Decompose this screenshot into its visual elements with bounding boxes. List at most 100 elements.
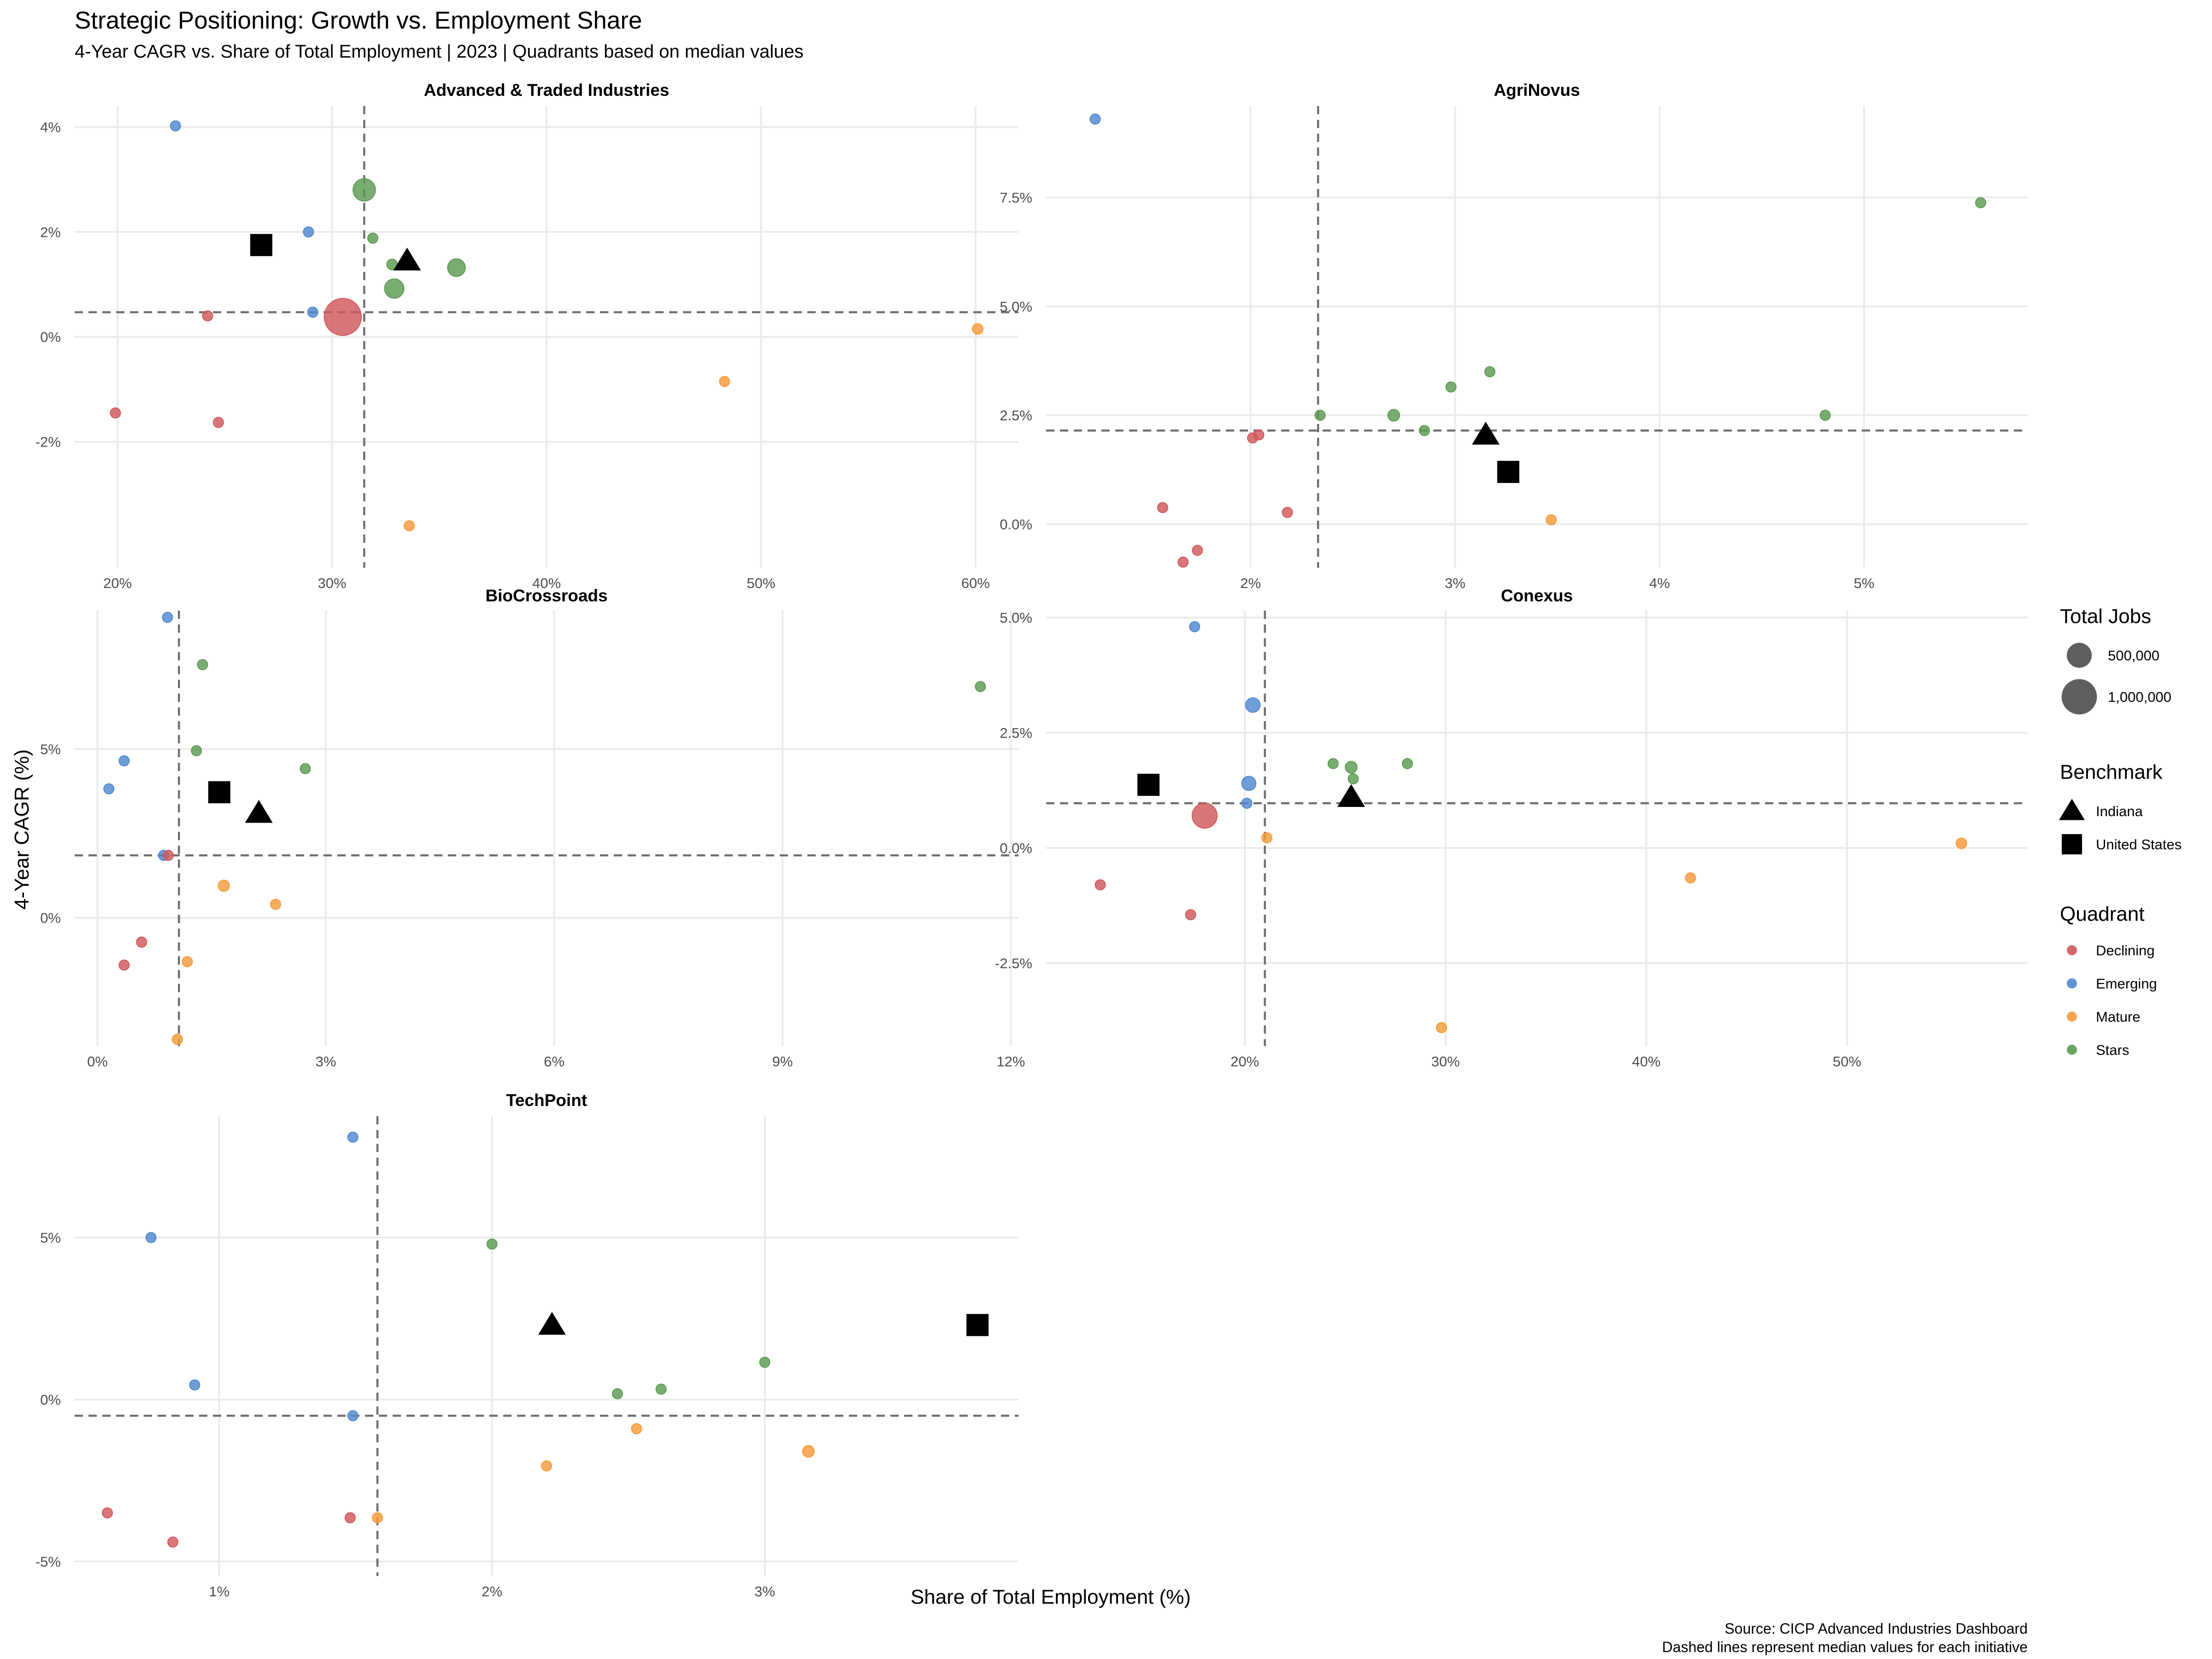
data-point-stars bbox=[486, 1238, 498, 1250]
chart-subtitle: 4-Year CAGR vs. Share of Total Employmen… bbox=[75, 41, 804, 62]
data-point-stars bbox=[191, 745, 202, 757]
data-point-mature bbox=[631, 1423, 642, 1435]
panel-4: Conexus 20% 30% 40% 50% -2.5% 0.0% 2.5% 5.0% bbox=[995, 586, 2028, 1070]
data-point-stars bbox=[1402, 758, 1413, 769]
data-point-mature bbox=[1261, 832, 1273, 843]
data-point-mature bbox=[171, 1034, 183, 1045]
data-point-declining bbox=[344, 1512, 356, 1524]
data-point-declining bbox=[1192, 545, 1203, 556]
data-point-declining bbox=[1253, 429, 1265, 441]
panel-title: Conexus bbox=[1501, 586, 1573, 605]
data-point-emerging bbox=[103, 783, 115, 794]
legend-square-icon bbox=[2062, 834, 2082, 854]
data-point-stars bbox=[1484, 366, 1495, 377]
x-tick-label: 6% bbox=[544, 1053, 565, 1070]
y-tick-label: 5.0% bbox=[1000, 610, 1032, 626]
data-point-declining bbox=[167, 1536, 179, 1548]
data-point-emerging bbox=[170, 120, 181, 132]
data-point-mature bbox=[404, 520, 415, 531]
legend-size-label: 1,000,000 bbox=[2108, 689, 2171, 705]
data-point-stars bbox=[353, 178, 376, 202]
data-point-emerging bbox=[1189, 621, 1200, 632]
data-point-emerging bbox=[303, 226, 314, 238]
panel-1: Advanced & Traded Industries 20% 30% 40% 50%… bbox=[35, 81, 1018, 591]
x-tick-label: 12% bbox=[996, 1053, 1025, 1070]
legend-quadrant-label: Stars bbox=[2096, 1042, 2129, 1058]
legend-size-label: 500,000 bbox=[2108, 647, 2159, 664]
x-tick-label: 20% bbox=[103, 575, 132, 591]
x-tick-label: 2% bbox=[482, 1583, 502, 1600]
x-tick-label: 2% bbox=[1240, 575, 1261, 591]
data-point-emerging bbox=[307, 306, 318, 318]
panel-5: TechPoint 1% 2% 3% -5% 0% 5% bbox=[35, 1091, 1018, 1600]
legend-benchmark-label: United States bbox=[2096, 836, 2182, 853]
data-point-emerging bbox=[347, 1410, 359, 1422]
data-point-stars bbox=[1445, 381, 1457, 393]
data-point-emerging bbox=[118, 755, 130, 766]
x-tick-label: 3% bbox=[754, 1583, 775, 1600]
benchmark-united-states bbox=[250, 234, 272, 256]
data-point-mature bbox=[1685, 872, 1696, 883]
x-tick-label: 3% bbox=[1445, 575, 1465, 591]
data-point-stars bbox=[1387, 409, 1400, 422]
data-point-stars bbox=[1327, 758, 1339, 769]
benchmark-indiana bbox=[393, 247, 421, 271]
data-point-declining bbox=[202, 310, 213, 322]
data-point-declining bbox=[118, 959, 130, 971]
benchmark-united-states bbox=[1137, 774, 1160, 796]
legend-benchmark-label: Indiana bbox=[2096, 803, 2143, 819]
data-point-stars bbox=[447, 258, 466, 277]
data-point-stars bbox=[1418, 425, 1430, 436]
legend-quadrant-dot bbox=[2067, 1012, 2077, 1022]
data-point-declining bbox=[1157, 502, 1168, 513]
data-point-stars bbox=[1975, 197, 1986, 208]
y-tick-label: 0% bbox=[40, 1392, 61, 1408]
benchmark-united-states bbox=[1497, 461, 1519, 483]
x-tick-label: 3% bbox=[316, 1053, 336, 1070]
data-point-declining bbox=[1185, 909, 1196, 920]
data-point-mature bbox=[802, 1445, 815, 1458]
data-points bbox=[1094, 621, 1967, 1033]
y-tick-label: 0.0% bbox=[1000, 840, 1032, 856]
legend-quadrant-label: Declining bbox=[2096, 942, 2155, 959]
x-tick-label: 4% bbox=[1649, 575, 1670, 591]
legend-quadrant-dot bbox=[2067, 1045, 2077, 1055]
legend-quadrant-label: Mature bbox=[2096, 1009, 2140, 1025]
legend-quadrant-label: Emerging bbox=[2096, 976, 2157, 992]
benchmark-indiana bbox=[1337, 784, 1365, 807]
data-point-stars bbox=[367, 232, 378, 244]
x-tick-label: 0% bbox=[87, 1053, 108, 1070]
chart-title: Strategic Positioning: Growth vs. Employ… bbox=[75, 7, 642, 34]
x-tick-label: 50% bbox=[1833, 1053, 1861, 1070]
legend-quadrant-title: Quadrant bbox=[2060, 903, 2144, 925]
data-point-emerging bbox=[145, 1232, 157, 1243]
data-point-emerging bbox=[1089, 113, 1101, 125]
caption-note: Dashed lines represent median values for… bbox=[1662, 1639, 2028, 1655]
x-tick-label: 40% bbox=[532, 575, 561, 591]
gridlines bbox=[1046, 106, 2028, 568]
y-tick-label: -2.5% bbox=[995, 955, 1032, 971]
benchmark-indiana bbox=[538, 1312, 566, 1335]
data-point-mature bbox=[1546, 514, 1557, 526]
legend-quadrant-dot bbox=[2067, 978, 2077, 988]
data-point-emerging bbox=[189, 1379, 200, 1391]
y-tick-label: 0% bbox=[40, 329, 61, 345]
data-point-stars bbox=[384, 278, 405, 299]
data-points bbox=[103, 612, 986, 1045]
data-points bbox=[1089, 113, 1986, 568]
y-axis-title: 4-Year CAGR (%) bbox=[11, 749, 33, 910]
data-point-mature bbox=[1955, 837, 1967, 849]
data-point-declining bbox=[136, 936, 147, 948]
gridlines bbox=[75, 611, 1018, 1046]
y-tick-label: 5% bbox=[40, 741, 61, 757]
data-point-stars bbox=[1347, 773, 1359, 784]
data-point-mature bbox=[541, 1460, 552, 1472]
panel-2: AgriNovus 2% 3% 4% 5% 0.0% 2.5% 5.0% 7.5% bbox=[1000, 81, 2028, 591]
data-point-declining bbox=[324, 298, 362, 336]
legend-items: 500,000 1,000,000 Indiana United States Decl… bbox=[2059, 642, 2182, 1058]
y-tick-label: 2% bbox=[40, 224, 61, 240]
gridlines bbox=[1046, 611, 2028, 1046]
data-point-stars bbox=[1345, 761, 1358, 774]
data-point-stars bbox=[759, 1357, 771, 1368]
